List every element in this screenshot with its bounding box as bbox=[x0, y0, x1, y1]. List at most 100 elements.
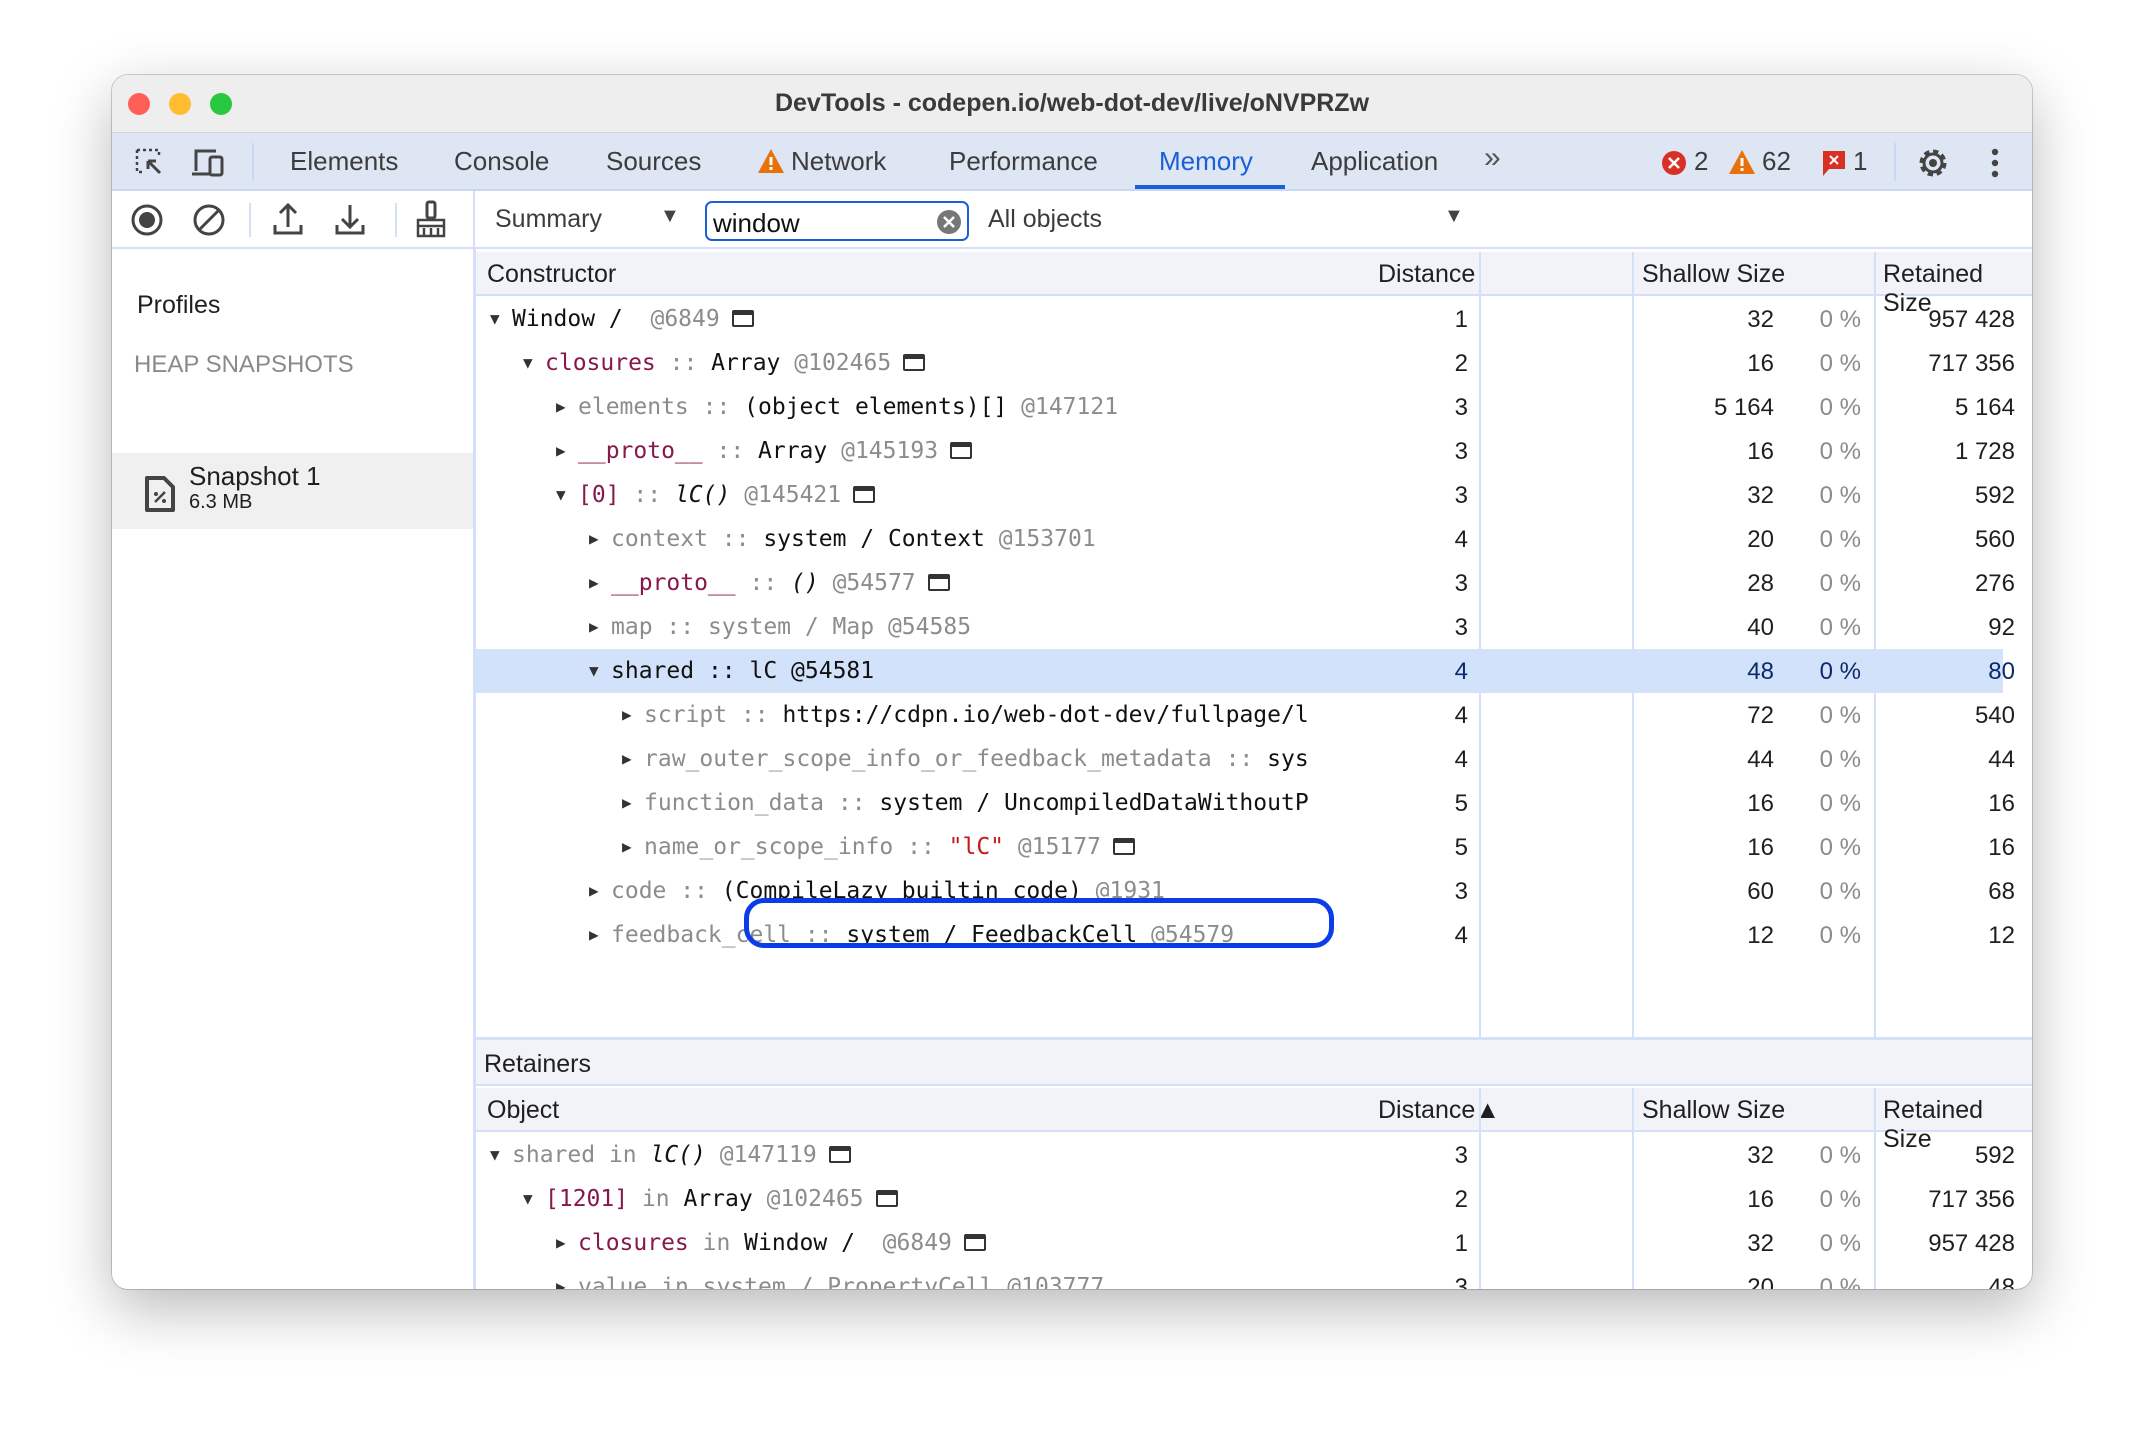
expanded-triangle-icon[interactable]: ▼ bbox=[589, 661, 599, 680]
distance-value: 2 bbox=[1454, 350, 1468, 377]
table-row[interactable]: ▶ value in system / PropertyCell @103777 3… bbox=[476, 1265, 2015, 1289]
expanded-triangle-icon[interactable]: ▼ bbox=[556, 485, 566, 504]
collapsed-triangle-icon[interactable]: ▶ bbox=[556, 1233, 566, 1252]
zoom-window-button[interactable] bbox=[210, 93, 232, 115]
settings-gear-icon[interactable] bbox=[1916, 146, 1950, 180]
table-row[interactable]: ▶ raw_outer_scope_info_or_feedback_metada… bbox=[476, 737, 2015, 781]
column-distance[interactable]: Distance bbox=[1378, 260, 1476, 288]
expanded-triangle-icon[interactable]: ▼ bbox=[490, 309, 500, 328]
error-count[interactable]: 2 bbox=[1694, 146, 1709, 176]
collapsed-triangle-icon[interactable]: ▶ bbox=[589, 529, 599, 548]
retained-size-value: 16 bbox=[1988, 790, 2015, 817]
reveal-in-window-icon[interactable] bbox=[903, 354, 926, 371]
collapsed-triangle-icon[interactable]: ▶ bbox=[556, 441, 566, 460]
expanded-triangle-icon[interactable]: ▼ bbox=[523, 1189, 533, 1208]
reveal-in-window-icon[interactable] bbox=[828, 1146, 851, 1163]
shallow-percent: 0 % bbox=[1819, 350, 1861, 377]
column-object[interactable]: Object bbox=[487, 1096, 560, 1124]
issues-icon[interactable] bbox=[1822, 150, 1846, 178]
chevron-down-icon[interactable]: ▼ bbox=[660, 205, 680, 227]
more-tabs-button[interactable]: » bbox=[1484, 141, 1501, 174]
clear-icon[interactable] bbox=[192, 203, 226, 237]
reveal-in-window-icon[interactable] bbox=[927, 574, 950, 591]
reveal-in-window-icon[interactable] bbox=[963, 1234, 986, 1251]
collapsed-triangle-icon[interactable]: ▶ bbox=[622, 705, 632, 724]
name-segment: https://cdpn.io/web-dot-dev/fullpage/l bbox=[782, 702, 1309, 728]
collapsed-triangle-icon[interactable]: ▶ bbox=[589, 925, 599, 944]
collapsed-triangle-icon[interactable]: ▶ bbox=[622, 837, 632, 856]
retained-size-value: 717 356 bbox=[1928, 1186, 2015, 1213]
clear-filter-icon[interactable] bbox=[937, 210, 961, 234]
retained-size-value: 957 428 bbox=[1928, 1230, 2015, 1257]
tab-elements[interactable]: Elements bbox=[290, 146, 399, 176]
warning-icon[interactable] bbox=[1728, 149, 1756, 175]
collapsed-triangle-icon[interactable]: ▶ bbox=[622, 793, 632, 812]
snapshot-item[interactable]: Snapshot 1 6.3 MB bbox=[112, 453, 473, 529]
record-icon[interactable] bbox=[130, 203, 164, 237]
table-row[interactable]: ▶ function_data :: system / UncompiledDat… bbox=[476, 781, 2015, 825]
tab-sources[interactable]: Sources bbox=[606, 146, 702, 176]
object-name: ▶ script :: https://cdpn.io/web-dot-dev/f… bbox=[622, 702, 1476, 728]
save-profile-icon[interactable] bbox=[334, 201, 366, 237]
object-scope-select[interactable]: All objects bbox=[988, 205, 1102, 233]
tab-network[interactable]: Network bbox=[791, 146, 887, 176]
reveal-in-window-icon[interactable] bbox=[853, 486, 876, 503]
error-icon[interactable] bbox=[1661, 150, 1687, 176]
view-select[interactable]: Summary bbox=[495, 205, 602, 233]
class-filter-input[interactable]: window bbox=[705, 201, 969, 241]
more-options-icon[interactable] bbox=[1990, 147, 2000, 179]
table-row[interactable]: ▶ name_or_scope_info :: "lC" @15177 5 16 0 %… bbox=[476, 825, 2015, 869]
reveal-in-window-icon[interactable] bbox=[875, 1190, 898, 1207]
issues-count[interactable]: 1 bbox=[1853, 146, 1868, 176]
collect-garbage-icon[interactable] bbox=[414, 200, 448, 238]
collapsed-triangle-icon[interactable]: ▶ bbox=[556, 397, 566, 416]
inspect-element-icon[interactable] bbox=[134, 147, 166, 179]
name-segment: in bbox=[647, 1274, 703, 1289]
minimize-window-button[interactable] bbox=[169, 93, 191, 115]
expanded-triangle-icon[interactable]: ▼ bbox=[490, 1145, 500, 1164]
chevron-down-icon[interactable]: ▼ bbox=[1444, 205, 1464, 227]
tab-performance[interactable]: Performance bbox=[949, 146, 1098, 176]
name-segment: :: bbox=[727, 702, 783, 728]
name-segment: system / Context bbox=[763, 526, 999, 552]
column-shallow-size[interactable]: Shallow Size bbox=[1642, 260, 1786, 288]
reveal-in-window-icon[interactable] bbox=[1112, 838, 1135, 855]
tab-console[interactable]: Console bbox=[454, 146, 550, 176]
tab-memory[interactable]: Memory bbox=[1159, 146, 1253, 176]
column-retained-size[interactable]: Retained Size bbox=[1883, 1096, 1984, 1153]
column-constructor[interactable]: Constructor bbox=[487, 260, 617, 288]
tab-application[interactable]: Application bbox=[1311, 146, 1439, 176]
shallow-percent: 0 % bbox=[1819, 438, 1861, 465]
table-row[interactable]: ▶ elements :: (object elements)[] @147121… bbox=[476, 385, 2015, 429]
close-window-button[interactable] bbox=[128, 93, 150, 115]
expanded-triangle-icon[interactable]: ▼ bbox=[523, 353, 533, 372]
collapsed-triangle-icon[interactable]: ▶ bbox=[556, 1277, 566, 1289]
collapsed-triangle-icon[interactable]: ▶ bbox=[589, 617, 599, 636]
device-toolbar-icon[interactable] bbox=[190, 147, 226, 179]
column-shallow-size[interactable]: Shallow Size bbox=[1642, 1096, 1786, 1124]
table-row[interactable]: ▶ script :: https://cdpn.io/web-dot-dev/f… bbox=[476, 693, 2015, 737]
reveal-in-window-icon[interactable] bbox=[731, 310, 754, 327]
retained-size-value: 540 bbox=[1974, 702, 2015, 729]
name-segment: :: bbox=[824, 790, 880, 816]
warning-count[interactable]: 62 bbox=[1762, 146, 1791, 176]
collapsed-triangle-icon[interactable]: ▶ bbox=[589, 881, 599, 900]
load-profile-icon[interactable] bbox=[272, 201, 304, 237]
name-segment: value bbox=[578, 1274, 648, 1289]
table-row[interactable]: ▶ closures in Window / @6849 1 32 0 % 957 428… bbox=[476, 1221, 2015, 1265]
table-row[interactable]: ▶ context :: system / Context @153701 4 20 0… bbox=[476, 517, 2015, 561]
column-distance[interactable]: Distance▲ bbox=[1378, 1096, 1501, 1124]
collapsed-triangle-icon[interactable]: ▶ bbox=[622, 749, 632, 768]
reveal-in-window-icon[interactable] bbox=[950, 442, 973, 459]
collapsed-triangle-icon[interactable]: ▶ bbox=[589, 573, 599, 592]
column-retained-size[interactable]: Retained Size bbox=[1883, 260, 1984, 317]
